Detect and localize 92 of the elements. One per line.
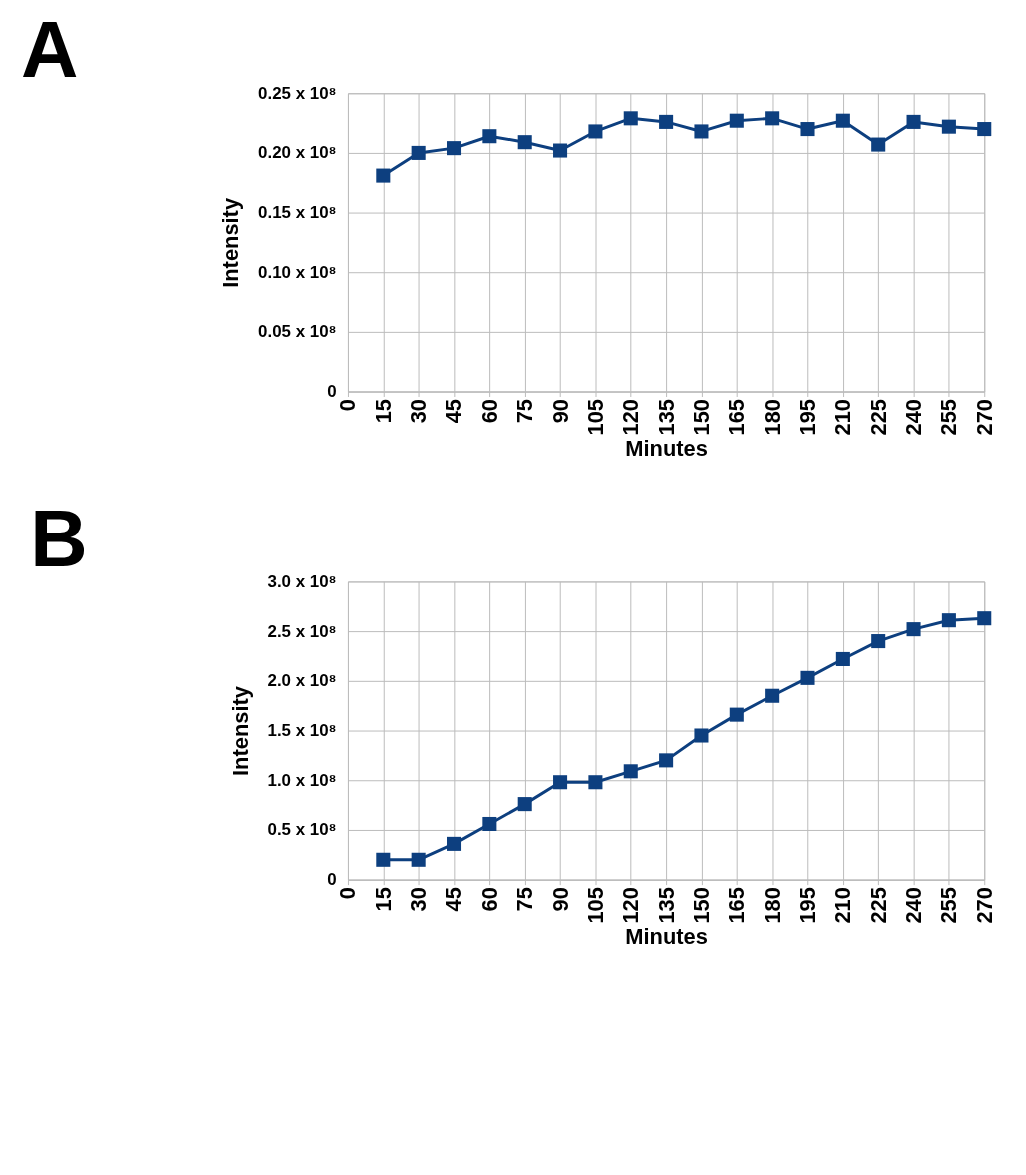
x-tick-label: 90 — [547, 887, 573, 912]
point — [835, 651, 850, 666]
point — [376, 168, 391, 183]
point — [800, 670, 815, 685]
x-tick-label: 270 — [971, 398, 997, 436]
x-tick-label: 225 — [865, 887, 891, 924]
x-tick-label: 75 — [512, 887, 538, 912]
x-tick-label: 75 — [512, 398, 538, 424]
point — [588, 124, 603, 139]
point — [906, 114, 921, 129]
x-tick-label: 240 — [901, 398, 926, 436]
y-tick-label: 0 — [327, 870, 337, 890]
y-tick-label: 0.15 x 10⁸ — [258, 203, 337, 223]
chart-title: B — [30, 493, 88, 583]
y-tick-label: 0.20 x 10⁸ — [258, 143, 337, 163]
point — [765, 688, 780, 703]
point — [482, 816, 497, 832]
y-axis-title: Intensity — [227, 685, 253, 776]
point — [729, 707, 744, 722]
point — [517, 135, 532, 150]
point — [871, 137, 886, 152]
point — [623, 111, 638, 126]
point — [977, 122, 992, 137]
y-tick-label: 0.10 x 10⁸ — [258, 262, 337, 282]
x-axis-title: Minutes — [625, 436, 708, 462]
x-tick-label: 60 — [476, 398, 502, 424]
y-tick-label: 2.0 x 10⁸ — [267, 671, 337, 691]
x-tick-label: 45 — [441, 398, 467, 424]
y-axis-title: Intensity — [218, 197, 244, 288]
x-tick-label: 195 — [794, 887, 820, 924]
x-tick-label: 90 — [547, 398, 573, 424]
x-tick-label: 165 — [724, 887, 750, 924]
point — [553, 775, 568, 790]
y-tick-label: 0.05 x 10⁸ — [258, 322, 337, 342]
y-tick-label: 2.5 x 10⁸ — [267, 621, 337, 641]
point — [446, 836, 462, 851]
point — [765, 111, 780, 126]
point — [411, 852, 426, 867]
point — [411, 145, 426, 160]
point — [553, 143, 568, 158]
x-tick-label: 15 — [370, 887, 396, 912]
x-tick-label: 0 — [335, 887, 361, 900]
point — [659, 753, 674, 768]
point — [835, 113, 850, 128]
y-tick-label: 1.0 x 10⁸ — [267, 770, 337, 790]
x-tick-label: 195 — [794, 398, 820, 436]
x-tick-label: 240 — [901, 887, 926, 924]
y-tick-label: 0.25 x 10⁸ — [258, 83, 337, 103]
x-tick-label: 105 — [582, 887, 608, 924]
x-tick-label: 15 — [370, 398, 396, 424]
chart-title: A — [20, 5, 79, 95]
x-tick-label: 60 — [476, 887, 502, 912]
x-tick-label: 210 — [830, 887, 856, 924]
x-tick-label: 120 — [618, 398, 644, 436]
point — [729, 113, 744, 128]
x-tick-label: 150 — [688, 398, 714, 436]
x-tick-label: 255 — [936, 887, 962, 924]
point — [517, 797, 532, 812]
y-tick-label: 0.5 x 10⁸ — [267, 820, 337, 840]
point — [941, 613, 956, 628]
x-tick-label: 135 — [653, 398, 679, 436]
x-tick-label: 270 — [971, 887, 997, 924]
point — [941, 119, 956, 134]
point — [871, 634, 886, 649]
point — [694, 124, 709, 139]
x-axis-title: Minutes — [625, 924, 708, 950]
x-tick-label: 30 — [406, 887, 432, 912]
point — [446, 141, 462, 156]
x-tick-label: 225 — [865, 398, 891, 436]
x-tick-label: 165 — [724, 398, 750, 436]
point — [623, 764, 638, 779]
x-tick-label: 255 — [936, 398, 962, 436]
x-tick-label: 180 — [759, 887, 785, 924]
x-tick-label: 30 — [406, 398, 432, 424]
point — [800, 122, 815, 137]
point — [376, 852, 391, 867]
point — [659, 114, 674, 129]
x-tick-label: 180 — [759, 398, 785, 436]
point — [906, 622, 921, 637]
x-tick-label: 135 — [653, 887, 679, 924]
x-tick-label: 120 — [618, 887, 644, 924]
point — [588, 775, 603, 790]
x-tick-label: 210 — [830, 398, 856, 436]
y-tick-label: 0 — [327, 381, 337, 401]
x-tick-label: 45 — [441, 887, 467, 912]
y-tick-label: 3.0 x 10⁸ — [267, 571, 337, 591]
point — [694, 728, 709, 743]
point — [977, 611, 992, 626]
y-tick-label: 1.5 x 10⁸ — [267, 721, 337, 741]
x-tick-label: 105 — [582, 398, 608, 436]
point — [482, 129, 497, 144]
x-tick-label: 150 — [688, 887, 714, 924]
